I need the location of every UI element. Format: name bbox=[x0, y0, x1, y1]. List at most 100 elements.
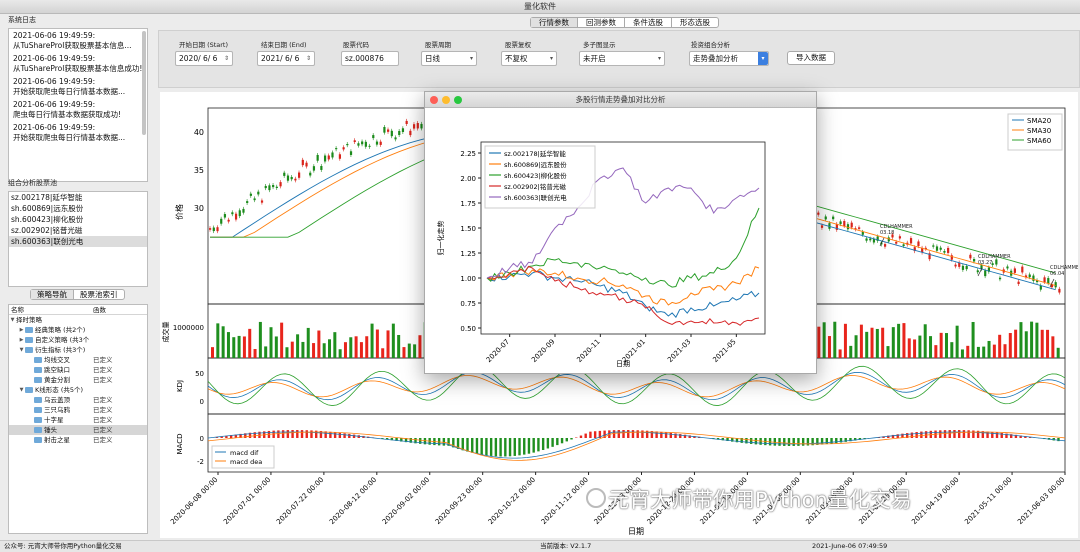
macd-bar bbox=[551, 438, 554, 447]
candle-body bbox=[1013, 268, 1016, 273]
folder-icon bbox=[34, 377, 42, 383]
macd-bar bbox=[338, 432, 342, 438]
volume-bar bbox=[960, 349, 964, 358]
tree-row[interactable]: 跳空缺口 已定义 bbox=[9, 365, 147, 375]
folder-icon bbox=[25, 337, 33, 343]
volume-bar bbox=[998, 334, 1002, 358]
x-tick-label: 2021-03 bbox=[666, 338, 692, 364]
stock-pool-item[interactable]: sz.002902|铭普光磁 bbox=[11, 226, 83, 235]
tree-row[interactable]: ▶ 经典策略 (共2个) bbox=[9, 325, 147, 335]
popup-titlebar[interactable]: 多股行情走势叠加对比分析 bbox=[425, 92, 816, 108]
import-data-button[interactable]: 导入数据 bbox=[787, 51, 835, 65]
log-scrollbar[interactable] bbox=[142, 31, 146, 135]
tree-row[interactable]: 乌云盖顶 已定义 bbox=[9, 395, 147, 405]
volume-bar bbox=[923, 324, 927, 358]
stock-pool-item[interactable]: sz.002178|延华智能 bbox=[11, 193, 83, 202]
tree-row[interactable]: ▶ 自定义策略 (共3个 bbox=[9, 335, 147, 345]
period-select[interactable]: 日线 ▾ bbox=[421, 51, 477, 66]
tree-row[interactable]: 锤头 已定义 bbox=[9, 425, 147, 435]
adjust-select[interactable]: 不复权 ▾ bbox=[501, 51, 557, 66]
volume-bar bbox=[242, 336, 246, 358]
tree-header: 名称 函数 bbox=[9, 305, 147, 315]
stock-pool-item[interactable]: sh.600363|联创光电 bbox=[9, 236, 147, 247]
macd-bar bbox=[541, 438, 545, 450]
close-icon[interactable] bbox=[430, 96, 438, 104]
macd-bar bbox=[565, 438, 568, 442]
stepper-icon[interactable]: ⇕ bbox=[223, 55, 229, 62]
legend-label: sh.600423|柳化股份 bbox=[504, 171, 567, 180]
multi-plot-value: 未开启 bbox=[583, 54, 606, 63]
chevron-down-icon[interactable]: ▼ bbox=[19, 347, 24, 353]
log-message: 开始获取爬虫每日行情基本数据... bbox=[13, 86, 126, 96]
volume-bar bbox=[274, 336, 278, 358]
stock-code-input[interactable]: sz.000876 bbox=[341, 51, 399, 66]
top-tab[interactable]: 回测参数 bbox=[578, 18, 625, 27]
macd-bar bbox=[423, 438, 427, 445]
candle-body bbox=[312, 166, 316, 171]
volume-bar bbox=[843, 323, 847, 358]
tree-row[interactable]: ▼ 衍生指标 (共3个) bbox=[9, 345, 147, 355]
candle-body bbox=[895, 241, 898, 244]
tree-name-cell: 均线交叉 bbox=[9, 355, 93, 365]
zoom-icon[interactable] bbox=[454, 96, 462, 104]
volume-bar bbox=[897, 323, 901, 358]
candle-body bbox=[390, 130, 393, 137]
candle-body bbox=[935, 246, 939, 251]
candle-body bbox=[1032, 275, 1035, 281]
portfolio-select[interactable]: 走势叠加分析 ▾ bbox=[689, 51, 769, 66]
legend-label: macd dif bbox=[230, 449, 259, 457]
tree-name-cell: 锤头 bbox=[9, 425, 93, 435]
chevron-right-icon[interactable]: ▶ bbox=[19, 327, 24, 333]
pattern-label: 06.04 bbox=[1050, 271, 1064, 277]
chevron-down-icon[interactable]: ▼ bbox=[10, 317, 15, 323]
macd-bar bbox=[456, 438, 460, 449]
candle-body bbox=[1021, 266, 1024, 273]
multi-plot-select[interactable]: 未开启 ▾ bbox=[579, 51, 665, 66]
start-date-input[interactable]: 2020/ 6/ 6 ⇕ bbox=[175, 51, 233, 66]
candle-body bbox=[238, 210, 241, 217]
tab-strategy-nav[interactable]: 策略导航 bbox=[31, 290, 74, 299]
minimize-icon[interactable] bbox=[442, 96, 450, 104]
volume-bar bbox=[258, 321, 262, 358]
x-tick-label: 2021-05 bbox=[711, 338, 737, 364]
macd-bar bbox=[721, 438, 724, 441]
candle-body bbox=[1058, 288, 1061, 293]
candle-body bbox=[917, 241, 920, 247]
top-tab[interactable]: 形态选股 bbox=[680, 18, 710, 27]
stepper-icon[interactable]: ⇕ bbox=[305, 55, 311, 62]
macd-bar bbox=[636, 430, 639, 438]
tree-row[interactable]: 三只乌鸦 已定义 bbox=[9, 405, 147, 415]
macd-bar bbox=[508, 438, 512, 457]
folder-icon bbox=[34, 437, 42, 443]
macd-bar bbox=[1028, 436, 1032, 438]
tree-row[interactable]: 均线交叉 已定义 bbox=[9, 355, 147, 365]
tree-row[interactable]: 十字星 已定义 bbox=[9, 415, 147, 425]
chevron-down-icon[interactable]: ▼ bbox=[19, 387, 24, 393]
macd-bar bbox=[948, 430, 951, 438]
chevron-right-icon[interactable]: ▶ bbox=[19, 337, 24, 343]
stock-pool-list[interactable]: sz.002178|延华智能 sh.600869|远东股份 sh.600423|柳化… bbox=[8, 191, 148, 287]
log-message: 从TuShareProl获取股票基本信息成功! bbox=[13, 63, 143, 73]
stock-pool-item[interactable]: sh.600869|远东股份 bbox=[11, 204, 84, 213]
top-tab[interactable]: 条件选股 bbox=[625, 18, 672, 27]
log-time: 2021-06-06 19:49:59: bbox=[13, 123, 96, 132]
end-date-value: 2021/ 6/ 6 bbox=[261, 54, 300, 63]
tree-row[interactable]: ▼ K线形态 (共5个) bbox=[9, 385, 147, 395]
macd-bar bbox=[924, 431, 928, 438]
tree-row[interactable]: 黄金分割 已定义 bbox=[9, 375, 147, 385]
macd-bar bbox=[385, 438, 389, 440]
candle-body bbox=[242, 208, 245, 213]
candle-body bbox=[839, 221, 842, 225]
macd-bar bbox=[1005, 433, 1008, 438]
stock-pool-item[interactable]: sh.600423|柳化股份 bbox=[11, 215, 84, 224]
log-entry: 2021-06-06 19:49:59: 从TuShareProl获取股票基本信息… bbox=[9, 29, 147, 52]
tab-stock-index[interactable]: 股票池索引 bbox=[80, 290, 118, 299]
kdj-line bbox=[207, 365, 1066, 406]
tree-row[interactable]: 射击之星 已定义 bbox=[9, 435, 147, 445]
candle-body bbox=[924, 247, 927, 249]
end-date-input[interactable]: 2021/ 6/ 6 ⇕ bbox=[257, 51, 315, 66]
top-tab[interactable]: 行情参数 bbox=[531, 18, 578, 27]
macd-bar bbox=[679, 434, 682, 438]
tree-row[interactable]: ▼ 择时策略 bbox=[9, 315, 147, 325]
volume-bar bbox=[386, 330, 390, 358]
